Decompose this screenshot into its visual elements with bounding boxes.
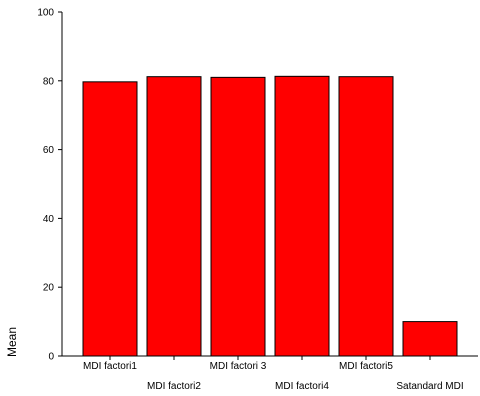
x-ticks-group: MDI factori1 MDI factori2 MDI factori 3 MDI… [83,356,464,392]
bar-6 [402,321,458,357]
x-category-label: MDI factori 3 [210,361,267,372]
y-tick-label: 20 [43,283,55,294]
bar-4 [274,75,330,357]
x-category-label: MDI factori2 [147,381,201,392]
y-tick-label: 100 [37,8,54,19]
x-category-label: Satandard MDI [396,381,463,392]
x-category-label: MDI factori1 [83,361,137,372]
x-category-label: MDI factori4 [275,381,329,392]
bar-3 [210,76,266,357]
bar-2 [146,76,202,357]
y-ticks-group: 0 20 40 60 80 100 [37,8,62,363]
bar-1 [82,81,138,357]
bars-group [82,75,458,357]
x-category-label: MDI factori5 [339,361,393,372]
y-tick-label: 80 [43,76,55,87]
y-axis-title: Mean [5,327,19,357]
axes-group [61,12,478,357]
y-tick-label: 40 [43,214,55,225]
bar-5 [338,76,394,357]
y-tick-label: 60 [43,145,55,156]
y-tick-label: 0 [48,352,54,363]
